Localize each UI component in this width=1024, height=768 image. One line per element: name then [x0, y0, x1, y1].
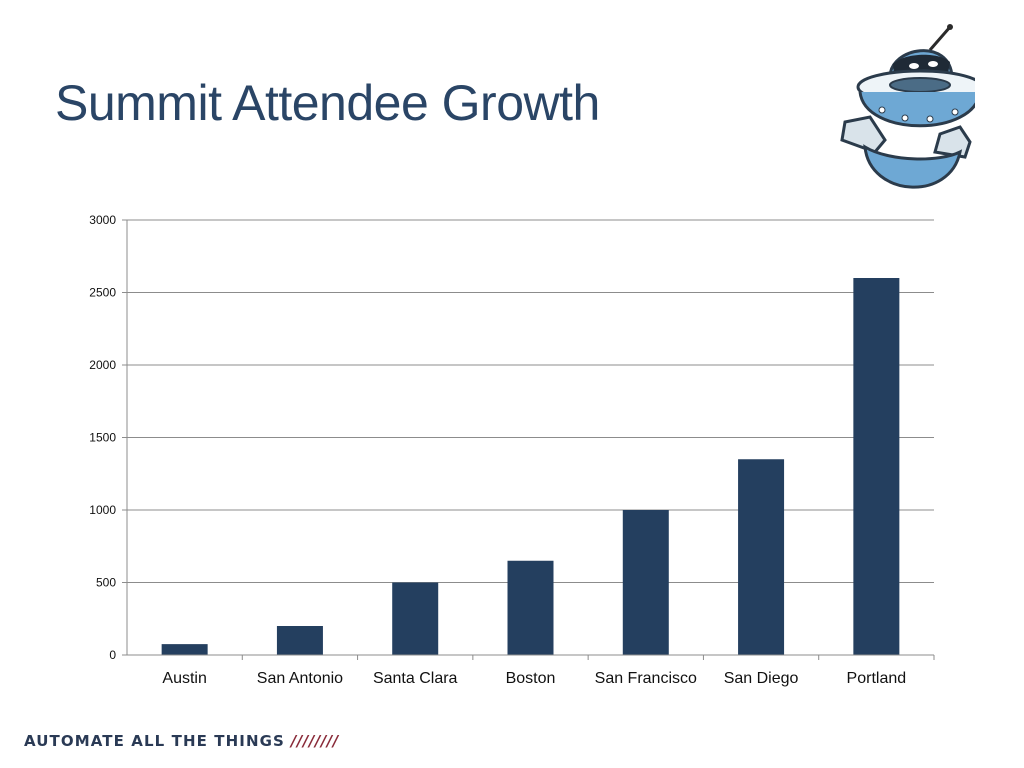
x-tick-label: San Francisco — [595, 670, 697, 687]
bar-austin — [161, 644, 208, 655]
x-tick-label: San Diego — [724, 670, 799, 687]
x-tick-label: Santa Clara — [373, 670, 458, 687]
bar-san-antonio — [276, 626, 323, 655]
bar-series — [161, 278, 900, 655]
x-tick-label: Austin — [162, 670, 206, 687]
y-tick-label: 500 — [96, 576, 116, 590]
y-tick-label: 0 — [109, 648, 116, 662]
y-tick-label: 2000 — [89, 358, 116, 372]
footer-brand-text: AUTOMATE ALL THE THINGS — [24, 732, 285, 750]
bar-santa-clara — [392, 582, 439, 655]
grid-lines — [127, 219, 934, 583]
axes — [122, 219, 935, 660]
bar-san-francisco — [622, 510, 669, 655]
y-tick-label: 1000 — [89, 503, 116, 517]
x-tick-label: Boston — [506, 670, 556, 687]
x-tick-label: San Antonio — [257, 670, 343, 687]
bar-boston — [507, 560, 554, 655]
x-tick-label: Portland — [847, 670, 907, 687]
y-tick-label: 3000 — [89, 213, 116, 227]
footer-slashes: //////// — [290, 732, 339, 750]
y-tick-label: 2500 — [89, 286, 116, 300]
bar-portland — [853, 278, 900, 655]
bar-chart: 0 500 1000 1500 2000 2500 3000 Austin San Antoni… — [89, 213, 935, 687]
bar-san-diego — [738, 459, 785, 655]
y-tick-label: 1500 — [89, 431, 116, 445]
slide-title: Summit Attendee Growth — [55, 75, 600, 131]
robot-mascot-icon — [840, 24, 975, 189]
tick-labels: 0 500 1000 1500 2000 2500 3000 Austin San Antoni… — [89, 213, 906, 687]
footer-branding: AUTOMATE ALL THE THINGS //////// — [24, 732, 339, 750]
